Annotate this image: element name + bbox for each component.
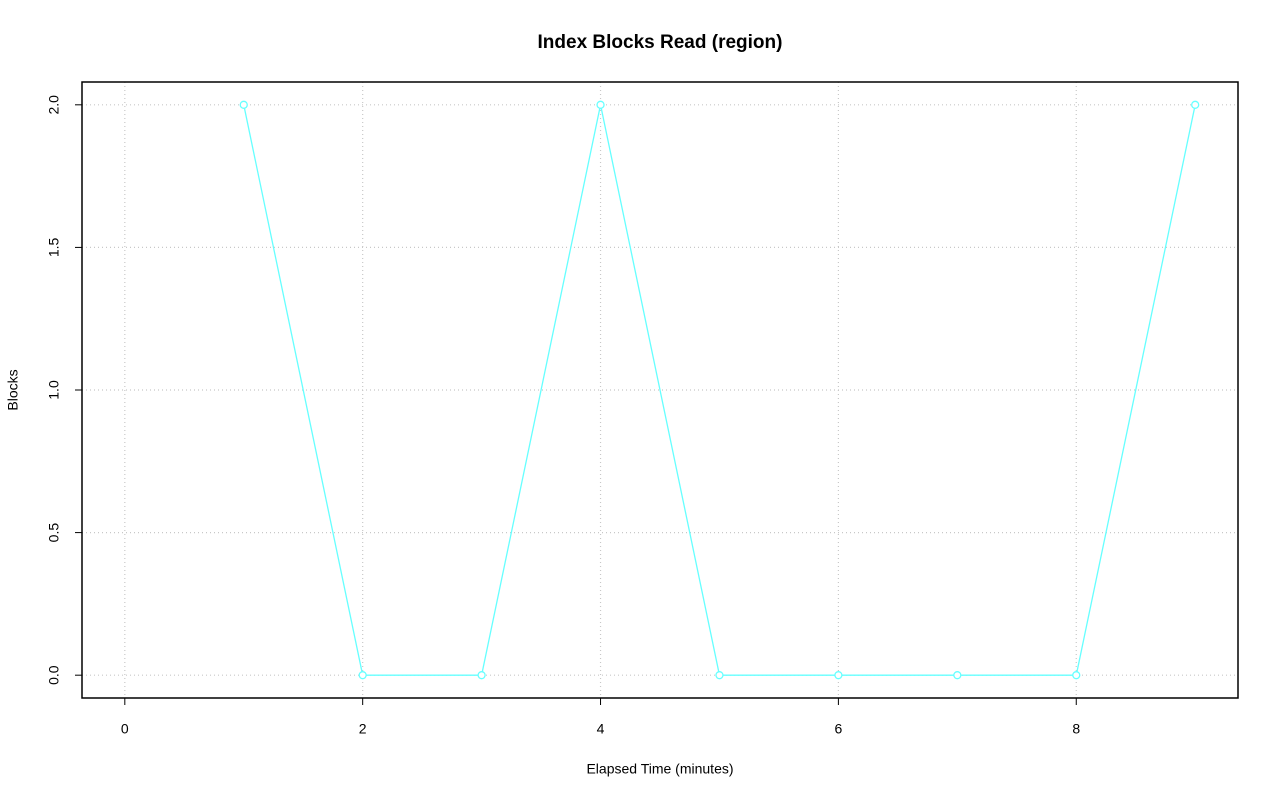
point (834, 671, 843, 680)
point (239, 100, 248, 109)
x-tick-label: 0 (121, 721, 129, 737)
x-tick-label: 6 (834, 721, 842, 737)
x-tick-label: 4 (597, 721, 605, 737)
point (596, 100, 605, 109)
y-axis-label: Blocks (5, 369, 21, 410)
point (1191, 100, 1200, 109)
y-tick-label: 1.5 (46, 237, 62, 257)
x-axis-label: Elapsed Time (minutes) (586, 761, 733, 777)
chart-title: Index Blocks Read (region) (538, 32, 783, 53)
y-tick-label: 0.5 (46, 523, 62, 543)
y-tick-label: 0.0 (46, 665, 62, 685)
point (1072, 671, 1081, 680)
y-tick-label: 2.0 (46, 95, 62, 115)
y-tick-label: 1.0 (46, 380, 62, 400)
x-tick-label: 8 (1072, 721, 1080, 737)
point (953, 671, 962, 680)
point (477, 671, 486, 680)
x-tick-label: 2 (359, 721, 367, 737)
plot-frame (81, 81, 1239, 699)
point (358, 671, 367, 680)
point (715, 671, 724, 680)
